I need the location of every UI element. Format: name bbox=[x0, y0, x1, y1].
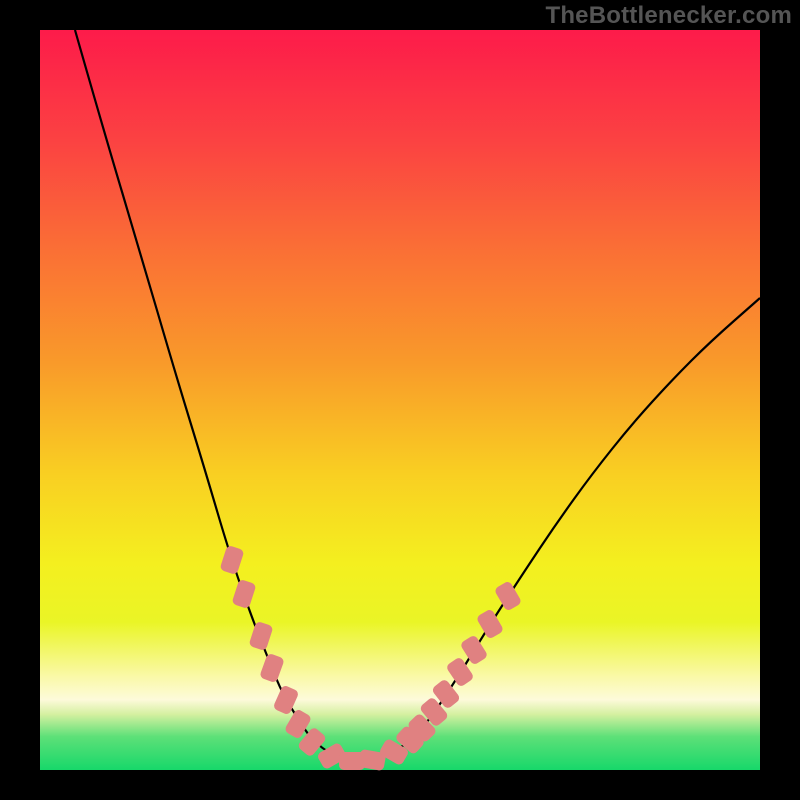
plot-background bbox=[40, 30, 760, 770]
bottleneck-chart bbox=[0, 0, 800, 800]
watermark-text: TheBottlenecker.com bbox=[545, 2, 792, 30]
